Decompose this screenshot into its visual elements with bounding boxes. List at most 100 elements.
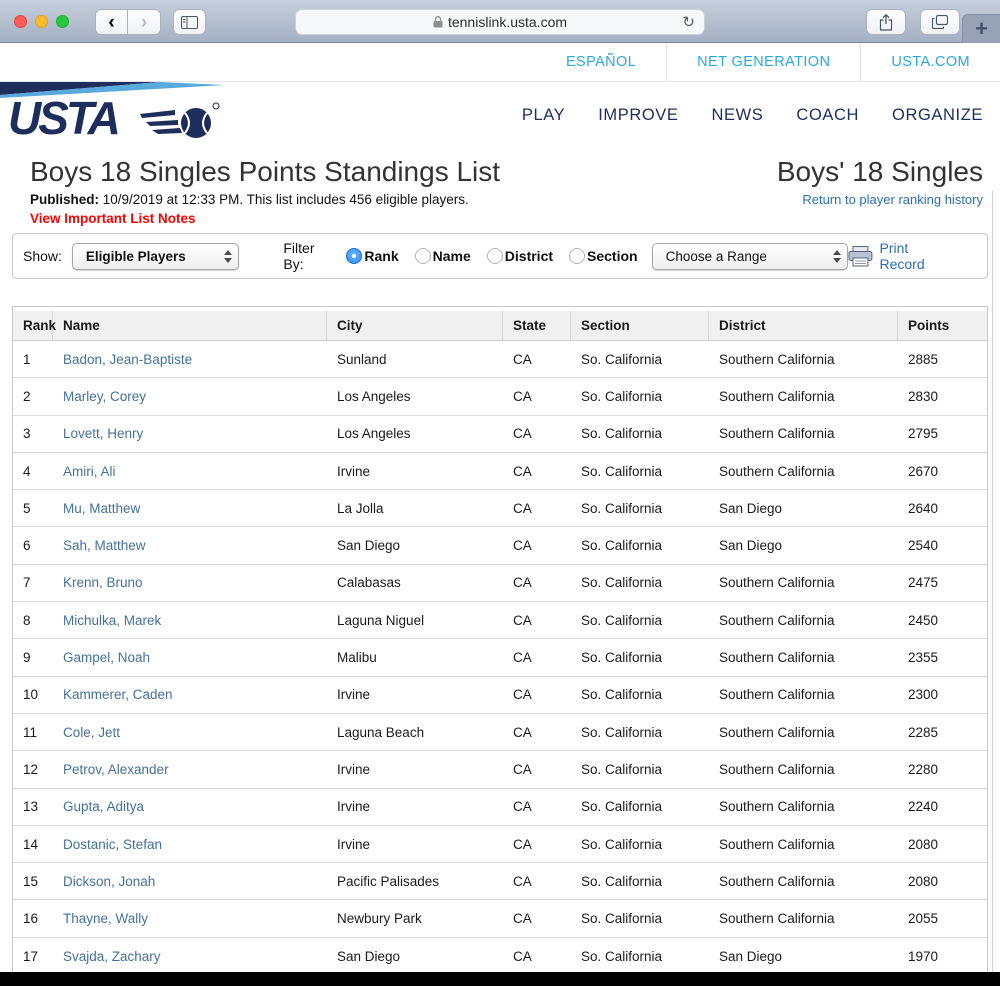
cell-state: CA <box>513 538 532 554</box>
player-name-link[interactable]: Amiri, Ali <box>63 463 116 479</box>
player-name-link[interactable]: Svajda, Zachary <box>63 948 161 964</box>
cell-rank: 14 <box>23 836 39 852</box>
radio-label: District <box>504 248 554 264</box>
zoom-window-button[interactable] <box>56 15 69 28</box>
scrollbar-track[interactable] <box>992 191 993 986</box>
cell-rank: 15 <box>23 873 39 889</box>
utility-nav-item-net-generation[interactable]: NET GENERATION <box>666 43 860 81</box>
radio-circle-icon[interactable] <box>346 248 363 264</box>
player-name-link[interactable]: Krenn, Bruno <box>63 575 143 591</box>
new-tab-button[interactable]: + <box>962 14 1000 43</box>
plus-icon: + <box>975 16 988 41</box>
radio-name[interactable]: Name <box>414 248 471 264</box>
cell-points: 2540 <box>908 538 939 554</box>
utility-nav-item-espa-ol[interactable]: ESPAÑOL <box>565 54 637 70</box>
radio-section[interactable]: Section <box>569 248 638 264</box>
cell-section: So. California <box>581 388 663 404</box>
show-label: Show: <box>23 248 62 264</box>
table-row: 3 Lovett, Henry Los Angeles CA So. Californi… <box>13 416 987 453</box>
player-name-link[interactable]: Thayne, Wally <box>63 911 149 927</box>
cell-state: CA <box>513 724 532 740</box>
cell-city: Irvine <box>337 836 371 852</box>
back-button[interactable]: ‹ <box>95 9 128 35</box>
cell-district: Southern California <box>719 873 835 889</box>
radio-label: Name <box>432 248 471 264</box>
utility-nav: ESPAÑOL NET GENERATION USTA.COM <box>0 43 1000 82</box>
sidebar-icon <box>181 15 198 29</box>
table-row: 13 Gupta, Aditya Irvine CA So. California Sou… <box>13 789 987 826</box>
player-name-link[interactable]: Badon, Jean-Baptiste <box>63 351 193 367</box>
player-name-link[interactable]: Marley, Corey <box>63 388 147 404</box>
column-header-points[interactable]: Points <box>908 318 950 333</box>
column-header-section[interactable]: Section <box>571 311 709 340</box>
cell-state: CA <box>513 911 532 927</box>
main-nav-item-organize[interactable]: ORGANIZE <box>892 106 983 124</box>
cell-rank: 4 <box>23 463 31 479</box>
player-name-link[interactable]: Lovett, Henry <box>63 426 144 442</box>
tab-overview-button[interactable] <box>920 9 960 35</box>
player-name-link[interactable]: Cole, Jett <box>63 724 121 740</box>
cell-state: CA <box>513 687 532 703</box>
column-header-state[interactable]: State <box>503 311 571 340</box>
main-nav-item-coach[interactable]: COACH <box>796 106 860 124</box>
return-ranking-history-link[interactable]: Return to player ranking history <box>802 192 983 207</box>
player-name-link[interactable]: Petrov, Alexander <box>63 761 169 777</box>
player-name-link[interactable]: Gampel, Noah <box>63 650 151 666</box>
share-button[interactable] <box>866 9 906 35</box>
player-name-link[interactable]: Dickson, Jonah <box>63 873 156 889</box>
cell-name: Gampel, Noah <box>53 639 327 675</box>
sidebar-toggle-button[interactable] <box>173 9 206 35</box>
cell-district: Southern California <box>719 761 835 777</box>
cell-city: Laguna Beach <box>337 724 425 740</box>
filter-radio-group: Rank Name District Section <box>346 248 638 264</box>
cell-state: CA <box>513 426 532 442</box>
cell-name: Cole, Jett <box>53 714 327 750</box>
cell-state: CA <box>513 873 532 889</box>
player-name-link[interactable]: Sah, Matthew <box>63 538 146 554</box>
radio-circle-icon[interactable] <box>486 248 503 264</box>
player-name-link[interactable]: Kammerer, Caden <box>63 687 173 703</box>
main-nav-item-news[interactable]: NEWS <box>711 106 764 124</box>
cell-section: So. California <box>581 799 663 815</box>
radio-rank[interactable]: Rank <box>346 248 399 264</box>
table-row: 15 Dickson, Jonah Pacific Palisades CA So. C… <box>13 863 987 901</box>
cell-state: CA <box>513 500 532 516</box>
radio-district[interactable]: District <box>486 248 554 264</box>
forward-button[interactable]: › <box>128 9 161 35</box>
show-select[interactable]: Eligible Players <box>71 242 240 270</box>
player-name-link[interactable]: Dostanic, Stefan <box>63 836 163 852</box>
cell-section: So. California <box>581 612 663 628</box>
address-bar[interactable]: tennislink.usta.com ↻ <box>295 9 705 35</box>
utility-nav-item-usta-com[interactable]: USTA.COM <box>860 43 1000 81</box>
cell-city: Newbury Park <box>337 911 422 927</box>
column-header-rank[interactable]: Rank <box>13 311 56 340</box>
column-header-city[interactable]: City <box>327 311 503 340</box>
table-row: 8 Michulka, Marek Laguna Niguel CA So. Calif… <box>13 602 987 640</box>
window-controls <box>14 15 69 28</box>
cell-section: So. California <box>581 426 663 442</box>
cell-state: CA <box>513 575 532 591</box>
cell-section: So. California <box>581 873 663 889</box>
table-row: 11 Cole, Jett Laguna Beach CA So. California… <box>13 714 987 752</box>
url-text: tennislink.usta.com <box>447 14 568 30</box>
radio-circle-icon[interactable] <box>569 248 586 264</box>
main-nav-item-improve[interactable]: IMPROVE <box>598 106 679 124</box>
main-nav-item-play[interactable]: PLAY <box>521 106 566 124</box>
player-name-link[interactable]: Mu, Matthew <box>63 500 141 516</box>
radio-circle-icon[interactable] <box>414 248 431 264</box>
player-name-link[interactable]: Gupta, Aditya <box>63 799 145 815</box>
important-list-notes-link[interactable]: View Important List Notes <box>30 211 196 226</box>
reload-icon[interactable]: ↻ <box>682 14 695 31</box>
cell-city: La Jolla <box>337 500 384 516</box>
column-header-district[interactable]: District <box>709 311 898 340</box>
minimize-window-button[interactable] <box>35 15 48 28</box>
player-name-link[interactable]: Michulka, Marek <box>63 612 162 628</box>
close-window-button[interactable] <box>14 15 27 28</box>
print-record[interactable]: Print Record <box>848 240 957 272</box>
column-header-name[interactable]: Name <box>53 311 327 340</box>
table-row: 2 Marley, Corey Los Angeles CA So. Californi… <box>13 378 987 416</box>
site-header: USTA PLAY IMPROVE NEWS COACH ORGANIZE <box>0 82 1000 148</box>
cell-points: 2475 <box>908 575 939 591</box>
usta-logo[interactable]: USTA <box>0 82 235 153</box>
range-select[interactable]: Choose a Range <box>651 242 848 270</box>
